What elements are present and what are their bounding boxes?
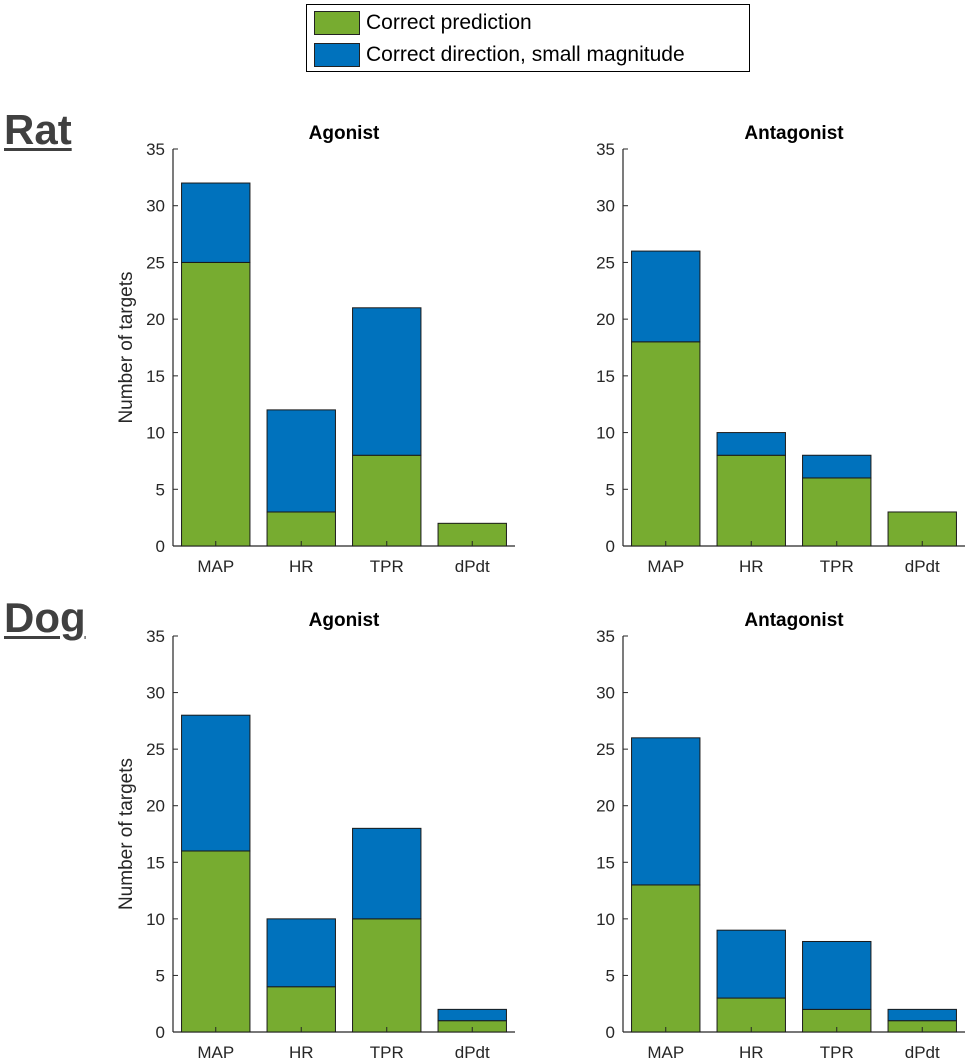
y-tick-label: 15 xyxy=(146,853,165,872)
y-tick-label: 5 xyxy=(156,480,165,499)
y-tick-label: 30 xyxy=(596,684,615,703)
bar-tpr-correct-direction xyxy=(352,307,422,456)
x-tick-label: MAP xyxy=(197,1043,234,1062)
y-axis-label: Number of targets xyxy=(116,758,137,910)
x-tick-label: dPdt xyxy=(905,557,940,576)
y-tick-label: 15 xyxy=(596,853,615,872)
y-axis-label: Number of targets xyxy=(116,271,137,423)
chart-title: Agonist xyxy=(309,610,380,631)
bar-dpdt-correct-direction xyxy=(437,1008,507,1022)
bar-hr-correct-direction xyxy=(716,432,786,456)
bar-map-correct-prediction xyxy=(631,884,701,1033)
chart-title: Agonist xyxy=(309,123,380,144)
y-tick-label: 30 xyxy=(146,197,165,216)
y-tick-label: 35 xyxy=(146,627,165,646)
bar-hr-correct-prediction xyxy=(266,986,336,1033)
y-tick-label: 25 xyxy=(146,740,165,759)
bar-hr-correct-direction xyxy=(716,929,786,999)
bar-hr-correct-prediction xyxy=(716,454,786,547)
bar-map-correct-direction xyxy=(631,250,701,343)
bar-map-correct-prediction xyxy=(631,341,701,547)
x-tick-label: TPR xyxy=(370,557,404,576)
legend-swatch-green xyxy=(314,11,360,35)
x-tick-label: dPdt xyxy=(905,1043,940,1062)
bar-hr-correct-direction xyxy=(266,918,336,988)
chart-title: Antagonist xyxy=(744,123,844,144)
x-tick-label: dPdt xyxy=(455,1043,490,1062)
y-tick-label: 20 xyxy=(146,310,165,329)
y-tick-label: 25 xyxy=(596,740,615,759)
bar-tpr-correct-direction xyxy=(352,827,422,920)
y-tick-label: 5 xyxy=(156,966,165,985)
y-tick-label: 35 xyxy=(146,140,165,159)
x-tick-label: TPR xyxy=(370,1043,404,1062)
x-tick-label: MAP xyxy=(197,557,234,576)
y-tick-label: 15 xyxy=(146,367,165,386)
bar-map-correct-prediction xyxy=(181,850,251,1033)
bar-hr-correct-prediction xyxy=(266,511,336,547)
bar-map-correct-direction xyxy=(631,737,701,886)
legend-item-correct-prediction: Correct prediction xyxy=(314,9,532,37)
y-tick-label: 0 xyxy=(606,1023,615,1042)
x-tick-label: MAP xyxy=(647,1043,684,1062)
y-tick-label: 20 xyxy=(146,797,165,816)
bar-dpdt-correct-direction xyxy=(887,1008,957,1022)
x-tick-label: HR xyxy=(739,557,764,576)
y-tick-label: 20 xyxy=(596,310,615,329)
y-tick-label: 0 xyxy=(156,537,165,556)
y-tick-label: 30 xyxy=(146,684,165,703)
chart-title: Antagonist xyxy=(744,610,844,631)
species-label-rat: Rat xyxy=(4,106,72,153)
bar-map-correct-direction xyxy=(181,714,251,852)
y-tick-label: 25 xyxy=(146,253,165,272)
y-tick-label: 0 xyxy=(606,537,615,556)
y-tick-label: 5 xyxy=(606,966,615,985)
legend-swatch-blue xyxy=(314,43,360,67)
y-tick-label: 5 xyxy=(606,480,615,499)
legend-item-correct-direction: Correct direction, small magnitude xyxy=(314,41,685,69)
x-tick-label: TPR xyxy=(820,1043,854,1062)
x-tick-label: HR xyxy=(289,557,314,576)
y-tick-label: 25 xyxy=(596,253,615,272)
y-tick-label: 10 xyxy=(596,424,615,443)
y-tick-label: 10 xyxy=(146,424,165,443)
y-tick-label: 15 xyxy=(596,367,615,386)
y-tick-label: 20 xyxy=(596,797,615,816)
y-tick-label: 35 xyxy=(596,140,615,159)
x-tick-label: HR xyxy=(289,1043,314,1062)
y-tick-label: 35 xyxy=(596,627,615,646)
y-tick-label: 30 xyxy=(596,197,615,216)
y-tick-label: 10 xyxy=(146,910,165,929)
bar-hr-correct-direction xyxy=(266,409,336,513)
x-tick-label: TPR xyxy=(820,557,854,576)
bar-tpr-correct-direction xyxy=(802,454,872,479)
y-tick-label: 10 xyxy=(596,910,615,929)
bar-map-correct-direction xyxy=(181,182,251,263)
bar-hr-correct-prediction xyxy=(716,997,786,1033)
x-tick-label: HR xyxy=(739,1043,764,1062)
x-tick-label: MAP xyxy=(647,557,684,576)
species-label-dog: Dog xyxy=(4,594,86,641)
legend-label: Correct prediction xyxy=(366,11,532,34)
bar-tpr-correct-prediction xyxy=(352,454,422,547)
bar-tpr-correct-direction xyxy=(802,940,872,1010)
x-tick-label: dPdt xyxy=(455,557,490,576)
bar-tpr-correct-prediction xyxy=(352,918,422,1033)
legend-label: Correct direction, small magnitude xyxy=(366,43,685,66)
bar-tpr-correct-prediction xyxy=(802,477,872,547)
legend: Correct prediction Correct direction, sm… xyxy=(306,4,750,72)
y-tick-label: 0 xyxy=(156,1023,165,1042)
